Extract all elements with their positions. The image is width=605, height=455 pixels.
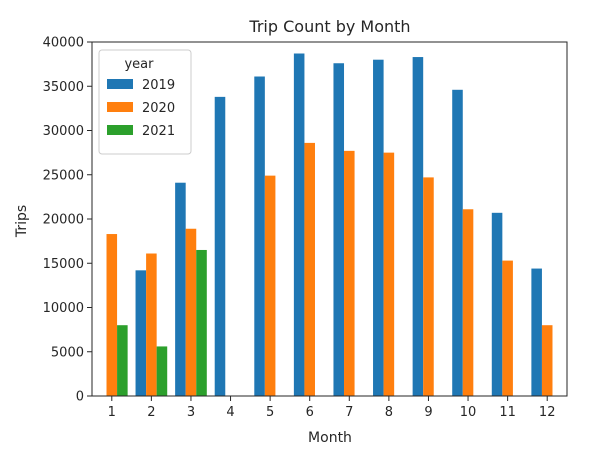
bar-2019-month-8 <box>373 59 384 396</box>
x-tick-label: 6 <box>306 405 314 420</box>
bar-2019-month-10 <box>452 89 463 396</box>
bar-2021-month-2 <box>156 346 168 396</box>
legend-title: year <box>124 57 154 72</box>
bar-2019-month-12 <box>531 268 542 396</box>
plot-area <box>106 53 553 397</box>
bar-2019-month-7 <box>333 63 345 397</box>
bar-2020-month-8 <box>383 152 395 397</box>
bar-2020-month-10 <box>462 209 474 396</box>
bar-2020-month-3 <box>185 228 197 396</box>
bar-2019-month-3 <box>175 182 186 396</box>
x-axis-label: Month <box>308 430 352 446</box>
x-tick-label: 5 <box>266 405 274 420</box>
bar-2020-month-11 <box>502 260 513 396</box>
x-tick-label: 7 <box>345 405 353 420</box>
y-axis: 0 5000 10000 15000 20000 25000 30000 35000 40000 <box>43 36 92 405</box>
y-tick-label: 5000 <box>51 345 84 360</box>
y-axis-label: Trips <box>14 205 30 238</box>
y-tick-label: 30000 <box>43 124 84 139</box>
bar-2019-month-4 <box>214 96 226 397</box>
x-tick-label: 8 <box>385 405 393 420</box>
bar-2020-month-5 <box>264 175 276 396</box>
legend: year 2019 2020 2021 <box>98 49 192 155</box>
legend-swatch-2021 <box>107 125 133 135</box>
legend-swatch-2019 <box>107 79 133 89</box>
bar-2020-month-12 <box>541 325 553 396</box>
bar-2019-month-6 <box>293 53 305 396</box>
y-tick-label: 10000 <box>43 301 84 316</box>
x-tick-label: 9 <box>424 405 432 420</box>
y-tick-label: 35000 <box>43 80 84 95</box>
legend-label-2021: 2021 <box>142 124 175 139</box>
x-tick-label: 12 <box>539 405 556 420</box>
legend-label-2020: 2020 <box>142 101 175 116</box>
bar-2021-month-1 <box>117 325 128 396</box>
x-tick-label: 4 <box>226 405 234 420</box>
bar-2021-month-3 <box>196 249 207 396</box>
bar-2019-month-9 <box>412 57 424 397</box>
bar-2020-month-2 <box>146 253 157 396</box>
x-tick-label: 3 <box>187 405 195 420</box>
bar-2020-month-7 <box>344 150 355 396</box>
bar-2020-month-6 <box>304 142 315 396</box>
y-tick-label: 25000 <box>43 168 84 183</box>
bar-2020-month-1 <box>106 234 118 396</box>
x-tick-label: 11 <box>499 405 516 420</box>
y-tick-label: 20000 <box>43 213 84 228</box>
bar-2020-month-9 <box>423 177 434 396</box>
x-tick-label: 2 <box>147 405 155 420</box>
legend-swatch-2020 <box>107 102 133 112</box>
bar-2019-month-5 <box>254 76 265 396</box>
bar-2019-month-11 <box>491 212 503 396</box>
x-axis: 1 2 3 4 5 6 7 8 9 10 11 12 <box>108 396 556 420</box>
y-tick-label: 0 <box>76 390 84 405</box>
x-tick-label: 10 <box>460 405 477 420</box>
legend-label-2019: 2019 <box>142 78 175 93</box>
y-tick-label: 40000 <box>43 36 84 51</box>
x-tick-label: 1 <box>108 405 116 420</box>
chart-title: Trip Count by Month <box>248 17 410 36</box>
bar-2019-month-2 <box>135 270 147 396</box>
y-tick-label: 15000 <box>43 257 84 272</box>
